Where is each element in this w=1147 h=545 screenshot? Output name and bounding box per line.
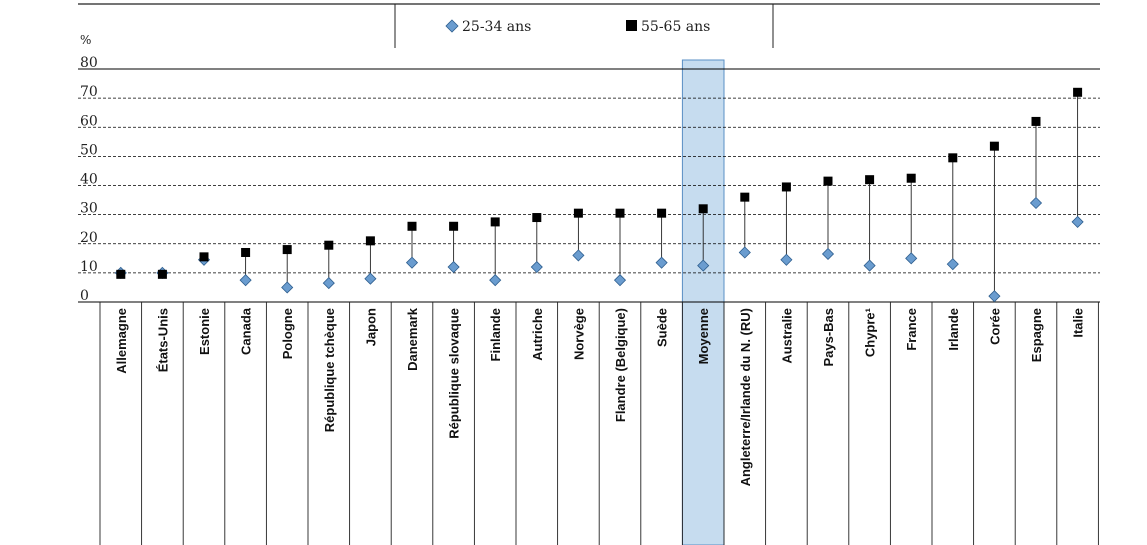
y-tick-label-70: 70 [80, 84, 98, 100]
category-label-12: Flandre (Belgique) [613, 308, 628, 422]
point-25-34-13 [655, 256, 668, 269]
y-tick-label-40: 40 [80, 172, 98, 188]
point-25-34-10 [530, 260, 543, 274]
point-25-34-18 [863, 259, 876, 272]
point-55-65-8 [449, 221, 459, 231]
category-label-9: Finlande [488, 308, 503, 361]
category-label-layer: Allemagne États-Unis Estonie Canada Pologne R… [114, 307, 1086, 486]
category-label-2: Estonie [197, 308, 212, 355]
y-tick-label-10: 10 [80, 259, 98, 275]
point-55-65-3 [241, 247, 251, 257]
category-label-6: Japon [363, 308, 378, 346]
point-25-34-3 [239, 274, 252, 287]
y-tick-label-20: 20 [80, 230, 98, 246]
point-55-65-13 [657, 208, 667, 218]
y-tick-label-80: 80 [80, 55, 98, 71]
legend-label-25-34: 25-34 ans [462, 19, 531, 35]
category-label-0: Allemagne [114, 308, 129, 374]
category-label-18: Chypre¹ [863, 308, 878, 357]
point-25-34-11 [572, 249, 585, 262]
category-label-8: République slovaque [447, 308, 462, 439]
category-label-4: Pologne [280, 308, 295, 359]
legend-label-55-65: 55-65 ans [641, 19, 710, 35]
point-55-65-21 [989, 141, 999, 151]
point-55-65-19 [906, 173, 916, 183]
point-25-34-23 [1071, 215, 1084, 228]
point-25-34-21 [988, 290, 1001, 303]
y-tick-label-0: 0 [80, 288, 89, 304]
category-label-11: Norvège [571, 308, 586, 360]
legend-item-55-65: 55-65 ans [626, 19, 710, 35]
category-label-21: Corée [987, 308, 1002, 345]
point-25-34-15 [738, 246, 751, 259]
point-25-34-4 [281, 281, 294, 294]
y-tick-label-30: 30 [80, 201, 98, 217]
point-55-65-4 [282, 245, 292, 255]
point-55-65-22 [1031, 116, 1041, 126]
category-label-7: Danemark [405, 307, 420, 371]
point-25-34-5 [322, 277, 335, 290]
legend-diamond-icon [445, 19, 459, 33]
category-label-17: Pays-Bas [821, 308, 836, 367]
legend: 25-34 ans 55-65 ans [445, 19, 710, 35]
y-tick-layer: 0 10 20 30 40 50 60 70 80 [80, 55, 98, 304]
point-25-34-6 [364, 272, 377, 285]
category-divider-layer [99, 302, 1099, 545]
category-label-5: République tchèque [322, 308, 337, 432]
point-25-34-7 [405, 256, 419, 269]
point-55-65-7 [407, 221, 417, 231]
point-55-65-9 [490, 217, 500, 227]
category-label-23: Italie [1071, 308, 1086, 338]
category-label-10: Autriche [530, 308, 545, 361]
point-55-65-10 [532, 213, 542, 223]
point-25-34-22 [1029, 196, 1043, 210]
point-55-65-17 [823, 176, 833, 186]
point-55-65-23 [1073, 87, 1083, 97]
point-55-65-11 [573, 208, 583, 218]
category-label-3: Canada [239, 307, 254, 355]
point-55-65-15 [740, 192, 750, 202]
category-label-14: Moyenne [696, 308, 711, 364]
marker-layer [114, 87, 1084, 303]
point-55-65-20 [948, 153, 958, 163]
category-label-1: États-Unis [155, 308, 170, 372]
category-label-22: Espagne [1029, 308, 1044, 362]
category-label-20: Irlande [946, 308, 961, 351]
point-25-34-12 [613, 274, 627, 287]
category-label-15: Angleterre/Irlande du N. (RU) [738, 308, 753, 486]
point-55-65-18 [865, 175, 875, 185]
legend-item-25-34: 25-34 ans [445, 19, 531, 35]
point-25-34-9 [489, 274, 502, 287]
legend-square-icon [626, 20, 637, 31]
point-55-65-14 [698, 204, 708, 214]
point-25-34-19 [905, 252, 918, 265]
category-label-13: Suède [655, 308, 670, 347]
y-tick-label-50: 50 [80, 142, 98, 158]
point-55-65-1 [157, 269, 167, 279]
point-25-34-17 [821, 247, 835, 261]
point-25-34-14 [697, 259, 710, 272]
point-55-65-5 [324, 240, 334, 250]
y-axis-unit: % [80, 33, 91, 47]
point-55-65-0 [116, 269, 126, 279]
grid-layer [78, 68, 1100, 303]
point-25-34-20 [946, 258, 959, 271]
point-55-65-6 [365, 236, 375, 246]
category-label-16: Australie [779, 308, 794, 364]
y-tick-label-60: 60 [80, 113, 98, 129]
point-55-65-12 [615, 208, 625, 218]
point-55-65-2 [199, 252, 209, 262]
point-55-65-16 [781, 182, 791, 192]
category-label-19: France [904, 308, 919, 351]
point-25-34-8 [447, 260, 460, 274]
stem-layer [120, 92, 1079, 297]
point-25-34-16 [780, 253, 793, 266]
